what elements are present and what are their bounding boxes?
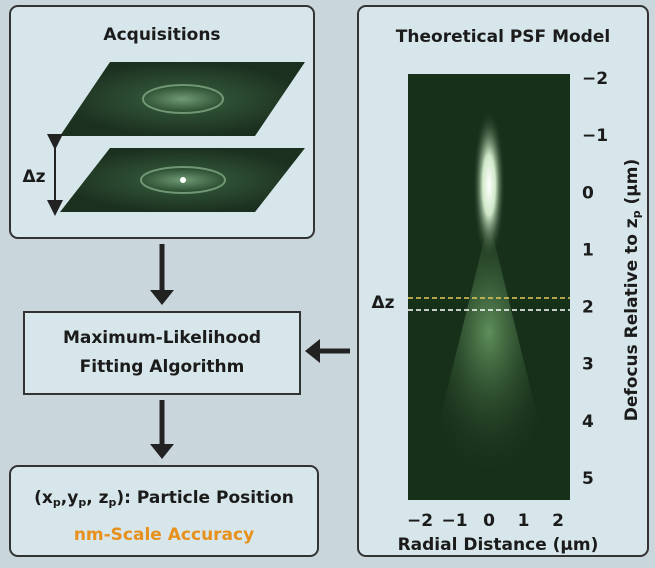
subscript: p xyxy=(630,210,643,218)
subscript: p xyxy=(53,496,61,509)
position-label: (xp,yp, zp): Particle Position xyxy=(34,488,294,509)
y-tick-label: 4 xyxy=(582,412,594,432)
y-tick-label: 1 xyxy=(582,240,594,260)
fitting-box xyxy=(24,312,300,394)
psf-core xyxy=(473,110,505,260)
y-tick-label: −1 xyxy=(582,126,608,146)
y-tick-label: −2 xyxy=(582,69,608,89)
text-part: Defocus Relative to z xyxy=(622,218,642,421)
y-tick-label: 2 xyxy=(582,298,594,318)
y-tick-label: 5 xyxy=(582,469,594,489)
text-part: (x xyxy=(34,488,53,508)
fitting-line: Maximum-Likelihood xyxy=(63,328,261,348)
x-axis-label: Radial Distance (μm) xyxy=(398,535,599,555)
subscript: p xyxy=(78,496,86,509)
figure: Acquisitions Δz Maximum-Likelihood Fitti… xyxy=(0,0,655,564)
subscript: p xyxy=(108,496,116,509)
y-axis-label: Defocus Relative to zp (μm) xyxy=(622,159,643,422)
y-tick-label: 3 xyxy=(582,355,594,375)
text-part: ): Particle Position xyxy=(116,488,293,508)
text-part: ,y xyxy=(61,488,79,508)
x-tick-label: −1 xyxy=(441,511,467,531)
x-tick-label: 2 xyxy=(552,511,564,531)
text-part: (μm) xyxy=(622,159,642,211)
acquisitions-title: Acquisitions xyxy=(103,25,220,45)
x-tick-label: 1 xyxy=(518,511,530,531)
y-tick-label: 0 xyxy=(582,183,594,203)
psf-delta-label: Δz xyxy=(371,293,394,313)
text-part: , z xyxy=(86,488,108,508)
delta-label: Δz xyxy=(22,167,45,187)
x-tick-label: 0 xyxy=(483,511,495,531)
psf-title: Theoretical PSF Model xyxy=(396,27,610,47)
spot xyxy=(180,177,186,183)
x-tick-label: −2 xyxy=(407,511,433,531)
fitting-line: Fitting Algorithm xyxy=(80,357,245,377)
accuracy-label: nm-Scale Accuracy xyxy=(74,525,254,545)
